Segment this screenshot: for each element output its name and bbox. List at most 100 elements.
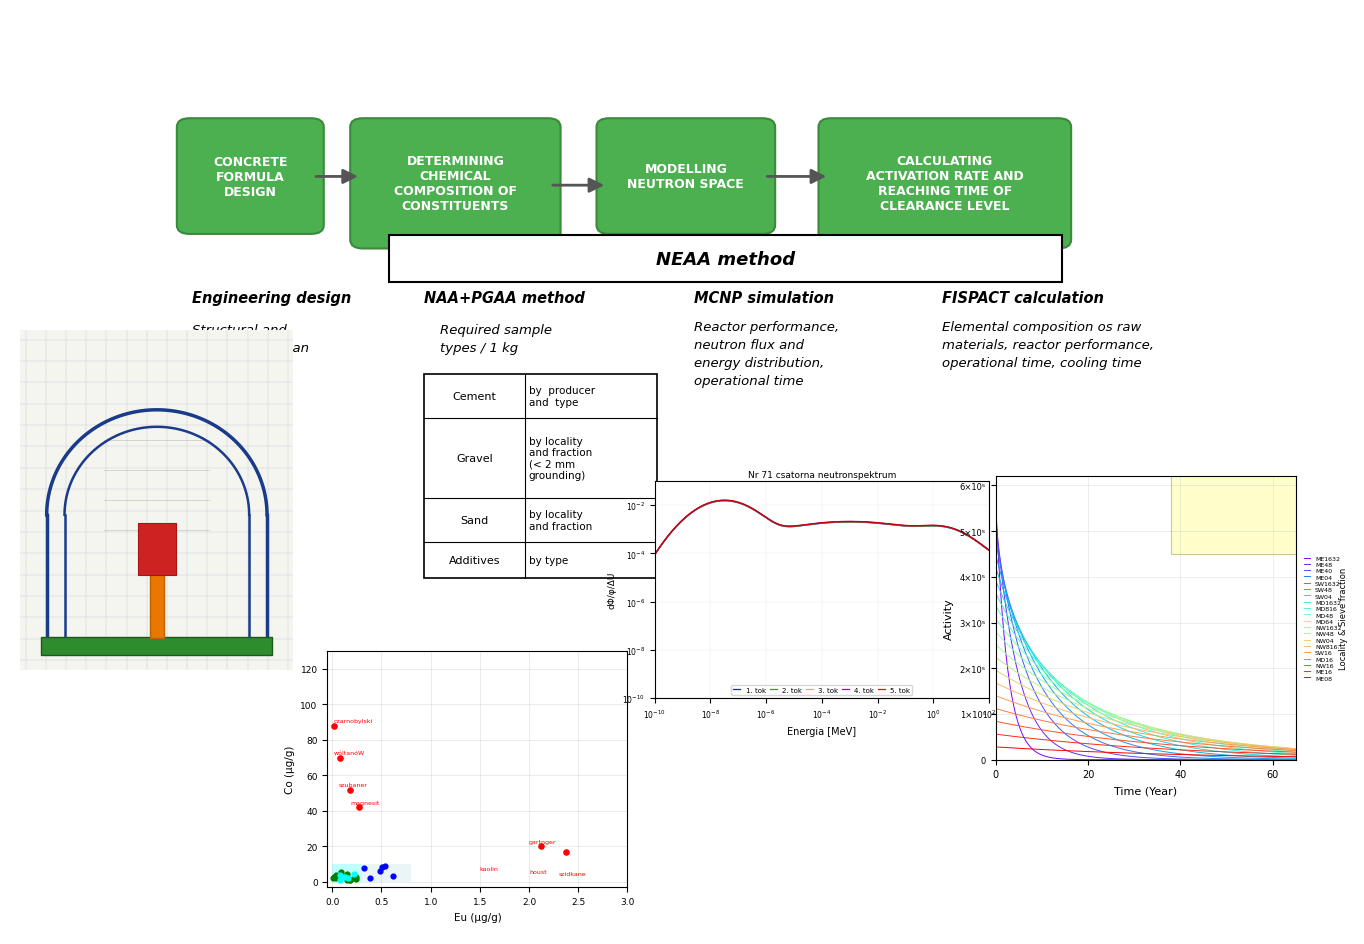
NW816 [1240,739,1256,750]
MD16 [989,703,1005,715]
Line: ME08: ME08 [996,747,1296,757]
NW04 [1165,728,1181,739]
Text: MCNP simulation: MCNP simulation [694,291,833,306]
NW48 [1288,744,1304,755]
ME16 [989,729,1005,740]
MD16 [988,703,1004,715]
SW48 [1259,751,1275,763]
NW48 [1166,728,1183,739]
5. tok [974,539,990,550]
Point [344,867,366,882]
NW16 [1240,745,1256,756]
SW16 [1240,741,1256,752]
Bar [424,375,657,579]
ME48 [1172,754,1188,766]
NW16 [1259,746,1275,757]
MD816 [1288,749,1304,760]
MD64 [1259,743,1275,754]
X-axis label: Time (Year): Time (Year) [1114,785,1177,795]
3. tok [806,518,822,530]
4. tok [807,518,824,530]
Text: Elemental composition os raw
materials, reactor performance,
operational time, c: Elemental composition os raw materials, … [943,320,1154,369]
SW04 [1288,751,1304,763]
NW48 [1165,727,1181,738]
Line: 1. tok: 1. tok [655,501,989,555]
Text: houst: houst [529,869,547,874]
Text: Engineering design: Engineering design [191,291,351,306]
Line: ME04: ME04 [996,543,1296,760]
ME04 [1288,754,1304,766]
MD1632 [1165,734,1181,746]
MD64 [1166,728,1183,739]
NW816 [1172,731,1188,742]
5. tok [647,549,663,561]
SW48 [1172,744,1188,755]
MD48 [1288,747,1304,758]
NW48 [1259,741,1275,752]
3. tok [974,539,990,550]
NW1632 [1259,742,1275,753]
MD64 [1288,745,1304,756]
ME16 [1166,744,1183,755]
5. tok [828,516,844,528]
ME40 [1259,754,1275,766]
NW816 [988,678,1004,689]
Text: Additives: Additives [449,555,501,565]
MD16 [1166,736,1183,748]
ME16 [1165,744,1181,755]
SW1632 [989,553,1005,565]
Bar [333,865,361,882]
1. tok [807,518,824,530]
ME48 [1288,754,1304,766]
ME48 [988,512,1004,523]
4. tok [846,516,862,528]
Line: ME16: ME16 [996,734,1296,754]
MD816 [1165,732,1181,743]
5. tok [716,495,732,506]
SW48 [1288,752,1304,764]
NW1632 [1240,739,1256,750]
Text: by locality
and fraction
(< 2 mm
grounding): by locality and fraction (< 2 mm groundi… [529,436,592,480]
MD816 [989,602,1005,614]
Text: MODELLING
NEUTRON SPACE: MODELLING NEUTRON SPACE [627,163,745,191]
MD48 [1240,742,1256,753]
SW04 [1165,739,1181,750]
ME48 [1166,754,1183,766]
Bar [41,637,273,655]
Point [353,861,375,876]
Text: CONCRETE
FORMULA
DESIGN: CONCRETE FORMULA DESIGN [213,156,288,198]
NW816 [1259,741,1275,752]
3. tok [716,496,732,507]
SW1632 [1172,749,1188,760]
NW04 [1288,743,1304,754]
NW04 [1172,730,1188,741]
Line: ME40: ME40 [996,530,1296,760]
Text: NEAA method: NEAA method [656,250,795,268]
ME04 [1259,754,1275,766]
Text: DETERMINING
CHEMICAL
COMPOSITION OF
CONSTITUENTS: DETERMINING CHEMICAL COMPOSITION OF CONS… [394,155,517,213]
4. tok [716,495,732,506]
ME48 [1240,754,1256,766]
ME40 [1288,754,1304,766]
ME48 [1165,754,1181,766]
Text: Sand: Sand [460,515,488,525]
Text: Gravel: Gravel [456,453,492,464]
Point [330,864,352,879]
Line: 5. tok: 5. tok [655,500,989,555]
SW48 [989,565,1005,577]
Point [323,718,345,733]
2. tok [846,516,862,528]
Point [340,783,361,798]
Text: kaolin: kaolin [480,866,499,870]
Point [374,859,396,874]
4. tok [828,516,844,528]
Text: by locality
and fraction: by locality and fraction [529,510,592,531]
NW48 [989,652,1005,664]
ME08 [989,742,1005,753]
NW816 [1288,743,1304,754]
SW1632 [1259,753,1275,765]
NW04 [989,666,1005,677]
MD1632 [1288,750,1304,761]
Text: by type: by type [529,555,569,565]
Line: MD16: MD16 [996,709,1296,750]
